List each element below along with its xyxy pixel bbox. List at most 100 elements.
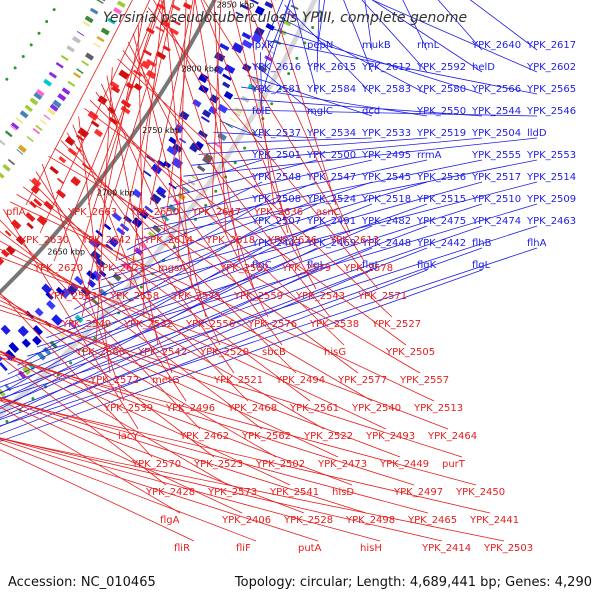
feature-track-segment: [59, 64, 60, 66]
feature-track-segment: [76, 74, 77, 76]
kbp-tick-label: 2800 kbp: [181, 65, 219, 74]
reverse-gene: [79, 137, 80, 139]
forward-gene: [2, 366, 4, 368]
feature-track-segment: [155, 227, 158, 230]
reverse-gene-label: YPK_2561: [289, 403, 339, 414]
reverse-gene-label: YPK_2582: [219, 263, 269, 274]
reverse-gene-label: YPK_2473: [317, 459, 367, 470]
feature-track-segment: [233, 119, 234, 120]
reverse-gene: [175, 6, 176, 8]
guide-dot: [5, 78, 8, 81]
feature-track-segment: [61, 335, 63, 337]
feature-track-segment: [104, 30, 106, 34]
reverse-gene: [81, 130, 85, 135]
forward-gene: [205, 119, 206, 121]
forward-gene-label: YPK_2518: [361, 194, 411, 205]
feature-track-segment: [93, 10, 95, 13]
reverse-gene-label: YPK_2613: [329, 235, 379, 246]
forward-gene-label: YPK_2537: [251, 128, 301, 139]
map-title: Yersinia pseudotuberculosis YPIII, compl…: [103, 10, 467, 26]
reverse-gene: [150, 62, 152, 65]
reverse-gene-label: lacY: [118, 431, 139, 442]
reverse-gene: [137, 72, 138, 74]
reverse-gene-label: YPK_2620: [33, 263, 83, 274]
kbp-tick-label: 2850 kbp: [216, 1, 254, 10]
reverse-gene-label: YPK_2528: [283, 515, 333, 526]
guide-dot: [270, 102, 273, 105]
forward-gene: [226, 76, 227, 78]
forward-gene-label: YPK_2534: [306, 128, 356, 139]
forward-gene-label: YPK_2501: [251, 150, 301, 161]
forward-gene-label: YPK_2612: [361, 62, 411, 73]
feature-track-segment: [47, 117, 48, 118]
reverse-gene: [173, 30, 175, 33]
forward-gene-label: YPK_2548: [251, 172, 301, 183]
feature-track-segment: [30, 138, 31, 139]
reverse-gene-label: mgsA: [158, 263, 186, 274]
reverse-gene-label: YPK_2527: [371, 319, 421, 330]
reverse-gene-label: purT: [442, 459, 466, 470]
reverse-gene-label: YPK_2579: [281, 263, 331, 274]
feature-track-segment: [18, 377, 19, 378]
reverse-gene: [74, 179, 78, 184]
reverse-gene: [60, 192, 63, 195]
forward-gene: [36, 329, 40, 333]
forward-gene-label: YPK_2474: [471, 216, 521, 227]
reverse-gene: [40, 218, 44, 223]
forward-gene: [192, 145, 196, 151]
feature-track-segment: [88, 18, 90, 21]
feature-track-segment: [39, 91, 41, 94]
forward-gene: [268, 3, 270, 7]
reverse-gene-label: YPK_2505: [385, 347, 435, 358]
reverse-leader-line: [0, 231, 324, 429]
reverse-gene-label: YPK_2538: [309, 319, 359, 330]
forward-gene: [147, 173, 148, 174]
guide-dot: [214, 190, 217, 193]
genome-summary-text: Topology: circular; Length: 4,689,441 bp…: [234, 575, 592, 590]
feature-track-segment: [186, 189, 187, 191]
forward-leader-line: [279, 17, 427, 94]
forward-gene-label: YPK_2544: [471, 106, 521, 117]
guide-dot: [243, 147, 246, 150]
feature-track-segment: [71, 83, 72, 85]
reverse-gene-label: flgA: [160, 515, 180, 526]
feature-track-segment: [43, 121, 44, 122]
reverse-gene: [137, 85, 140, 89]
guide-dot: [45, 20, 48, 23]
reverse-gene-label: YPK_2560: [75, 347, 125, 358]
feature-track-segment: [75, 38, 77, 41]
reverse-gene: [147, 51, 148, 53]
forward-gene: [21, 329, 26, 334]
feature-track-segment: [56, 102, 59, 106]
forward-gene: [225, 83, 227, 86]
feature-track-segment: [205, 159, 207, 162]
forward-gene-label: YPK_2581: [251, 84, 301, 95]
forward-gene-label: YPK_2510: [471, 194, 521, 205]
feature-track-segment: [8, 133, 10, 135]
forward-gene: [236, 45, 240, 51]
reverse-gene-label: YPK_2513: [413, 403, 463, 414]
reverse-gene-label: YPK_2549: [61, 319, 111, 330]
reverse-gene-label: YPK_2520: [199, 347, 249, 358]
feature-track-segment: [7, 387, 9, 388]
reverse-gene-label: YPK_2650: [129, 207, 179, 218]
reverse-gene-label: asnC: [316, 207, 341, 218]
feature-track-segment: [64, 57, 65, 59]
feature-track-segment: [96, 45, 97, 46]
reverse-gene-label: YPK_2541: [269, 487, 319, 498]
reverse-gene: [53, 169, 55, 172]
forward-gene-label: YPK_2524: [306, 194, 356, 205]
guide-dot: [53, 8, 56, 11]
forward-gene: [221, 106, 224, 111]
reverse-gene: [110, 108, 112, 112]
forward-gene: [171, 148, 174, 153]
feature-track-segment: [50, 110, 52, 113]
forward-gene-label: YPK_2547: [306, 172, 356, 183]
forward-gene-label: YPK_2533: [361, 128, 411, 139]
reverse-gene-label: YPK_2428: [145, 487, 195, 498]
reverse-gene-label: YPK_2572: [89, 375, 139, 386]
feature-track-segment: [61, 95, 64, 99]
forward-gene: [12, 346, 16, 350]
